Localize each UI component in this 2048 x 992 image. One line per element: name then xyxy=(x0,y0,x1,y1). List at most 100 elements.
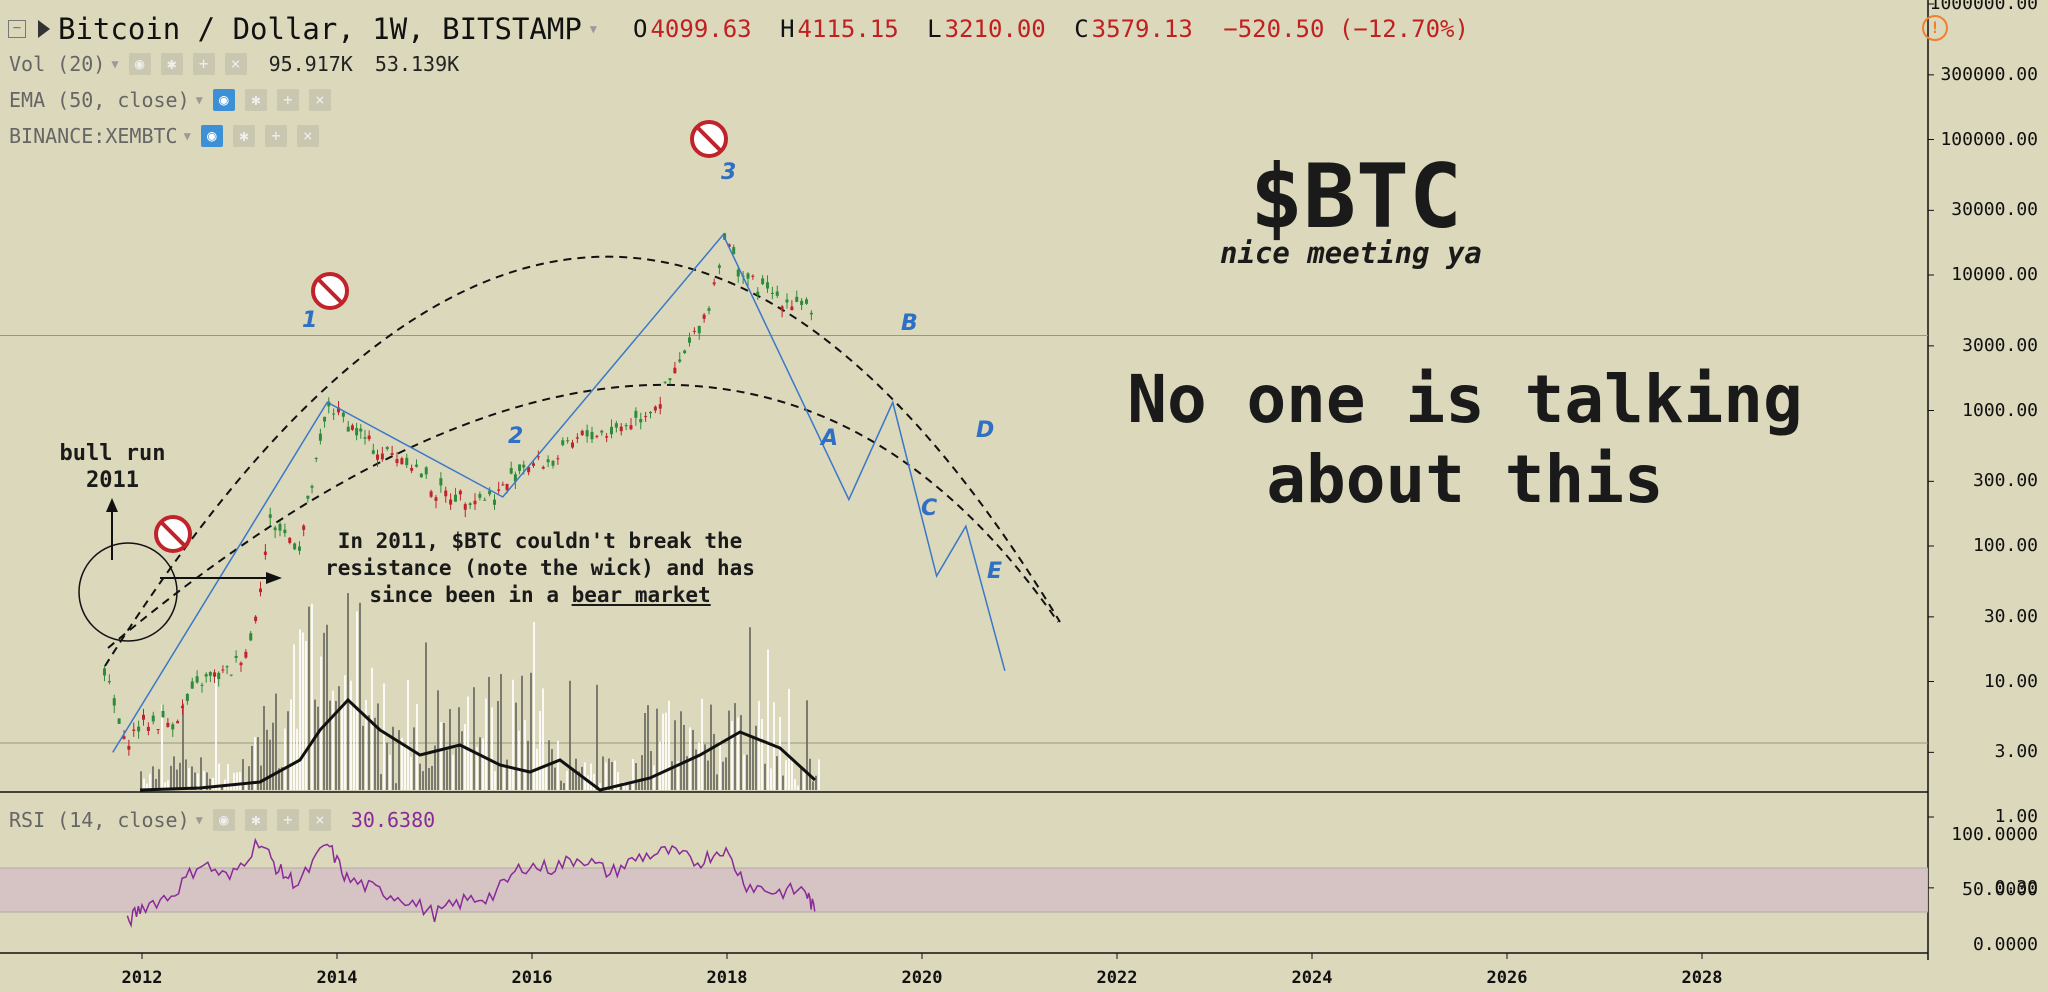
volume-bar xyxy=(410,756,412,790)
volume-bar xyxy=(200,757,202,790)
volume-bar xyxy=(650,751,652,790)
warning-icon[interactable]: ! xyxy=(1922,15,1948,41)
close-icon[interactable]: × xyxy=(296,125,319,147)
volume-bar xyxy=(269,739,271,790)
volume-bar xyxy=(197,773,199,790)
volume-bar xyxy=(677,761,679,790)
volume-bar xyxy=(671,761,673,790)
candle-body xyxy=(288,537,292,543)
eye-icon[interactable]: ◉ xyxy=(212,89,235,111)
candle-body xyxy=(259,588,262,593)
volume-bar xyxy=(581,766,583,790)
candle-body xyxy=(244,651,248,658)
candle-body xyxy=(770,292,774,294)
flag-icon[interactable] xyxy=(38,20,50,38)
x-tick-label: 2012 xyxy=(121,968,163,988)
close-icon[interactable]: × xyxy=(308,809,331,831)
legend-binance[interactable]: BINANCE:XEMBTC ▼ ◉ ✱ + × xyxy=(9,124,319,148)
candle-body xyxy=(185,693,189,701)
volume-bar xyxy=(248,766,250,790)
volume-bar xyxy=(590,763,592,790)
candle-body xyxy=(605,436,609,438)
volume-bar xyxy=(230,785,232,790)
candle-body xyxy=(156,729,160,731)
candle-body xyxy=(166,722,170,727)
gear-icon[interactable]: ✱ xyxy=(244,809,267,831)
symbol-title[interactable]: Bitcoin / Dollar, 1W, BITSTAMP xyxy=(58,12,582,46)
volume-bar xyxy=(497,701,499,790)
candle-body xyxy=(137,726,141,732)
chevron-down-icon[interactable]: ▼ xyxy=(195,93,203,107)
volume-bar xyxy=(578,771,580,790)
gear-icon[interactable]: ✱ xyxy=(232,125,255,147)
legend-ema[interactable]: EMA (50, close) ▼ ◉ ✱ + × xyxy=(9,88,331,112)
plus-icon[interactable]: + xyxy=(276,89,299,111)
volume-bar xyxy=(371,667,373,790)
close-icon[interactable]: × xyxy=(224,53,247,75)
volume-bar xyxy=(341,703,343,790)
candle-body xyxy=(644,416,648,418)
plus-icon[interactable]: + xyxy=(192,53,215,75)
candle-body xyxy=(712,282,716,285)
volume-bar xyxy=(602,756,604,790)
candle-body xyxy=(213,672,217,677)
chevron-down-icon[interactable]: ▼ xyxy=(195,813,203,827)
volume-bar xyxy=(803,768,805,790)
chevron-down-icon[interactable]: ▼ xyxy=(589,22,598,36)
legend-rsi[interactable]: RSI (14, close) ▼ ◉ ✱ + × 30.6380 xyxy=(9,808,435,832)
x-tick-label: 2016 xyxy=(511,968,553,988)
candle-body xyxy=(221,669,225,671)
volume-bar xyxy=(143,778,145,790)
chart-header: − Bitcoin / Dollar, 1W, BITSTAMP ▼ O 4099… xyxy=(8,12,1469,46)
close-icon[interactable]: × xyxy=(308,89,331,111)
eye-icon[interactable]: ◉ xyxy=(212,809,235,831)
gear-icon[interactable]: ✱ xyxy=(244,89,267,111)
eye-icon[interactable]: ◉ xyxy=(200,125,223,147)
collapse-icon[interactable]: − xyxy=(8,20,26,38)
candle-body xyxy=(629,425,633,430)
candle-body xyxy=(697,325,701,334)
dashed-arcs xyxy=(104,255,1061,667)
plus-icon[interactable]: + xyxy=(276,809,299,831)
volume-bar xyxy=(599,783,601,790)
volume-bar xyxy=(716,774,718,790)
candle-body xyxy=(585,430,589,437)
legend-volume[interactable]: Vol (20) ▼ ◉ ✱ + × 95.917K 53.139K xyxy=(9,52,459,76)
volume-bar xyxy=(455,748,457,790)
chevron-down-icon[interactable]: ▼ xyxy=(111,57,119,71)
candle-body xyxy=(668,378,672,381)
candle-body xyxy=(161,710,165,718)
y-tick-label: 10000.00 xyxy=(1951,264,2038,285)
volume-bar xyxy=(752,735,754,790)
volume-bar xyxy=(476,746,478,790)
candle-body xyxy=(546,459,550,463)
gear-icon[interactable]: ✱ xyxy=(160,53,183,75)
volume-bar xyxy=(512,679,514,790)
candle-body xyxy=(454,494,457,502)
candle-body xyxy=(151,715,155,722)
chevron-down-icon[interactable]: ▼ xyxy=(183,129,191,143)
volume-bar xyxy=(506,759,508,790)
candle-body xyxy=(649,411,652,414)
volume-bar xyxy=(236,772,238,790)
candle-body xyxy=(337,407,340,413)
candle-body xyxy=(624,425,628,427)
volume-bar xyxy=(494,771,496,790)
volume-bar xyxy=(386,742,388,790)
plus-icon[interactable]: + xyxy=(264,125,287,147)
volume-bar xyxy=(314,699,316,790)
candle-body xyxy=(171,724,175,730)
note-line-3: since been in a bear market xyxy=(290,582,790,609)
candle-body xyxy=(376,454,379,460)
eye-icon[interactable]: ◉ xyxy=(128,53,151,75)
volume-bar xyxy=(206,772,208,790)
candle-body xyxy=(190,681,194,689)
rsi-band xyxy=(0,868,1928,912)
candle-body xyxy=(395,458,399,464)
no-entry-icon xyxy=(311,272,349,310)
note-line-3-prefix: since been in a xyxy=(369,583,572,607)
candle-body xyxy=(653,406,657,411)
x-tick-label: 2020 xyxy=(901,968,943,988)
y-tick-label: 1000.00 xyxy=(1962,399,2038,421)
